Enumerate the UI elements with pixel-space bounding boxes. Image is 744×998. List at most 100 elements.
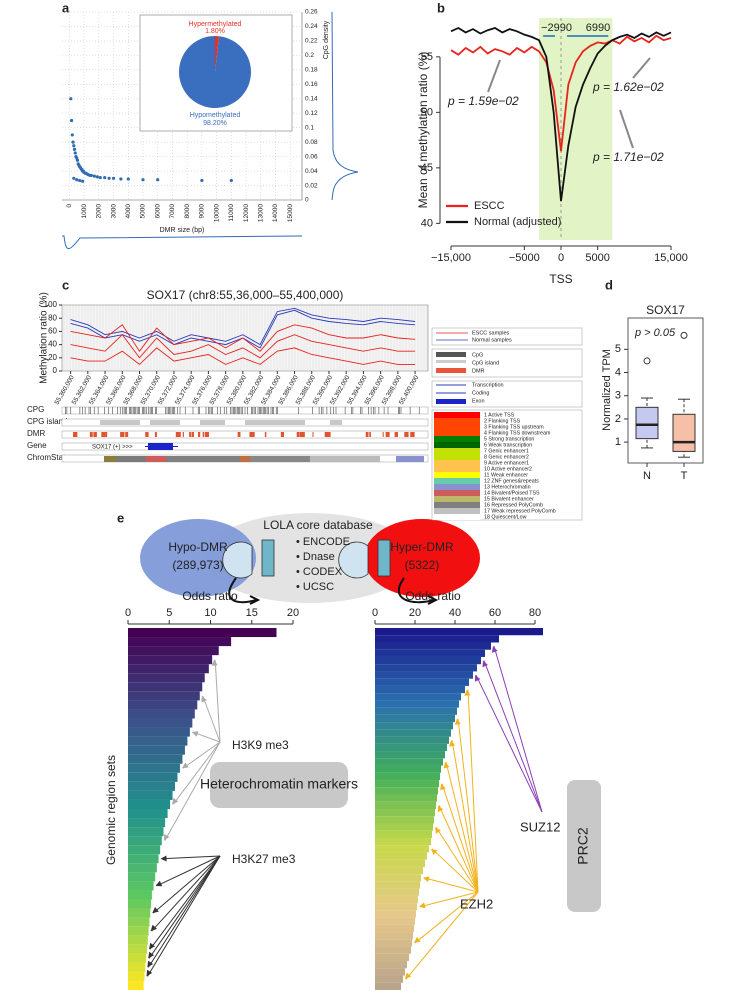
series-line (70, 324, 416, 352)
annotation-arrow (423, 877, 479, 893)
bar (128, 845, 161, 855)
bar (128, 908, 151, 918)
region (539, 18, 613, 240)
arrow-head (419, 902, 426, 909)
annotation-arrow (438, 805, 479, 893)
bar (375, 649, 485, 657)
dmr-block (382, 432, 384, 437)
x-axis-label: TSS (549, 272, 572, 286)
bar (128, 664, 209, 674)
dmr-block (145, 432, 149, 437)
annotation-arrow (632, 57, 651, 79)
bar (375, 751, 445, 759)
x-tick-label: 1000 (81, 204, 88, 219)
point (126, 177, 130, 181)
x-axis-label: Odds ratio (182, 589, 238, 603)
outlier (643, 357, 651, 365)
arrow-head (146, 969, 153, 977)
bar (375, 758, 443, 766)
state-swatch (434, 484, 480, 490)
dmr-block (324, 432, 328, 437)
legend-swatch (436, 384, 466, 386)
bar (128, 790, 173, 800)
track-label: CPG (27, 405, 44, 414)
legend-box (431, 327, 583, 346)
annotation-arrow (405, 891, 479, 980)
state-swatch (434, 418, 480, 424)
annotation: Heterochromatin markers (200, 776, 358, 792)
legend-label: ESCC samples (472, 330, 510, 336)
annotation: p = 1.71e−02 (592, 150, 664, 164)
arrow-head (404, 972, 412, 980)
dmr-block (299, 432, 305, 437)
legend-label: CpG (472, 352, 483, 358)
state-label: 2 Flanking TSS (484, 418, 521, 424)
chromstate-block (250, 456, 310, 462)
state-label: 16 Repressed PolyComb (484, 502, 543, 508)
point (98, 175, 102, 180)
plot-frame (627, 317, 704, 464)
arrow-head (443, 761, 450, 769)
region-label: 6990 (586, 22, 610, 34)
y-tick-label: 0.26 (305, 9, 318, 16)
x-tick-label: 4000 (125, 204, 132, 219)
bar (128, 655, 213, 665)
arrow-head (423, 876, 430, 883)
annotation-arrow (172, 741, 221, 805)
arrow-head (454, 718, 461, 725)
density-curve (62, 235, 303, 250)
track-frame (61, 442, 429, 451)
y-tick-label: 60 (48, 327, 57, 336)
bar (128, 953, 147, 963)
state-label: 12 ZNF genes&repeats (484, 478, 539, 484)
annotation-arrow (148, 855, 221, 959)
point (69, 118, 74, 123)
bar (375, 932, 413, 940)
dmr-block (93, 432, 97, 437)
x-tick-label: 0 (66, 204, 73, 208)
x-tick-label: 3000 (110, 204, 117, 219)
bar (128, 890, 152, 900)
legend-label: Transcription (472, 382, 504, 388)
bar (128, 836, 162, 846)
x-axis-label: Odds ratio (405, 589, 461, 603)
arrow-head (160, 855, 167, 862)
y-tick-label: 0.18 (305, 67, 318, 74)
bar (375, 685, 465, 694)
annotation-arrow (487, 59, 501, 93)
annotation-arrow (435, 826, 479, 893)
bar (128, 881, 154, 891)
bar (375, 772, 440, 781)
annotation-arrow (445, 761, 479, 893)
bar (375, 953, 409, 962)
x-tick-label: T (681, 470, 688, 482)
point (75, 178, 79, 182)
panel-label: d (605, 277, 613, 292)
track-label: CPG island (27, 417, 67, 426)
legend-swatch (436, 392, 466, 394)
point (95, 175, 99, 179)
database-title: LOLA core database (263, 518, 373, 532)
dmr-block (327, 432, 331, 437)
series-line (70, 334, 416, 359)
x-tick-label: 20 (287, 607, 299, 619)
point (72, 147, 77, 151)
state-label: 5 Strong transcription (484, 436, 534, 442)
dmr-block (73, 432, 78, 437)
region-label: −2990 (541, 22, 572, 34)
x-tick-label: −5000 (509, 252, 540, 264)
bar (375, 874, 421, 882)
bar (128, 700, 198, 710)
outlier (680, 331, 688, 339)
x-tick-label: 5000 (585, 252, 609, 264)
point (119, 177, 123, 181)
pie-value-label: 98.20% (203, 120, 227, 127)
x-tick-label: 5000 (140, 204, 147, 219)
arrow-head (150, 924, 157, 932)
y-tick-label: 2 (615, 413, 621, 425)
chromstate-block (166, 456, 240, 462)
arrow-head (148, 951, 155, 959)
bar (375, 743, 447, 752)
chromstate-block (396, 456, 424, 462)
point (103, 175, 107, 180)
